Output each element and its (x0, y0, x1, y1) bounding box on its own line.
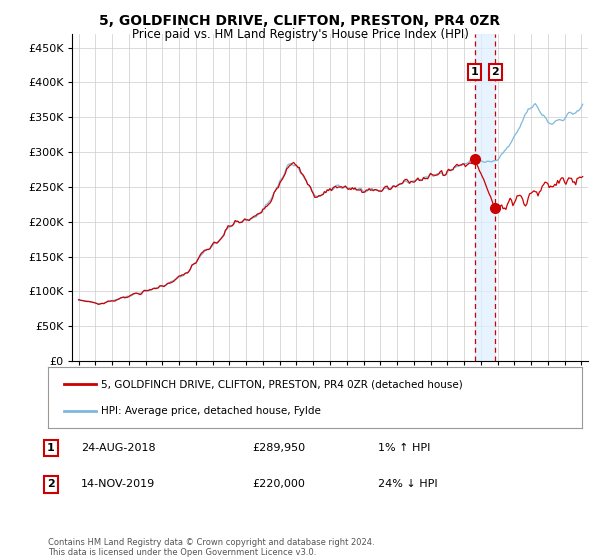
Text: Contains HM Land Registry data © Crown copyright and database right 2024.
This d: Contains HM Land Registry data © Crown c… (48, 538, 374, 557)
Text: 2: 2 (47, 479, 55, 489)
Text: 24-AUG-2018: 24-AUG-2018 (81, 443, 155, 453)
Text: Price paid vs. HM Land Registry's House Price Index (HPI): Price paid vs. HM Land Registry's House … (131, 28, 469, 41)
Text: 2: 2 (491, 67, 499, 77)
Text: 14-NOV-2019: 14-NOV-2019 (81, 479, 155, 489)
Bar (475, 34, 496, 361)
Text: £220,000: £220,000 (252, 479, 305, 489)
Text: 1: 1 (471, 67, 479, 77)
Text: HPI: Average price, detached house, Fylde: HPI: Average price, detached house, Fyld… (101, 406, 321, 416)
Text: 5, GOLDFINCH DRIVE, CLIFTON, PRESTON, PR4 0ZR: 5, GOLDFINCH DRIVE, CLIFTON, PRESTON, PR… (100, 14, 500, 28)
Text: 5, GOLDFINCH DRIVE, CLIFTON, PRESTON, PR4 0ZR (detached house): 5, GOLDFINCH DRIVE, CLIFTON, PRESTON, PR… (101, 379, 463, 389)
Text: £289,950: £289,950 (252, 443, 305, 453)
Text: 1: 1 (47, 443, 55, 453)
Text: 1% ↑ HPI: 1% ↑ HPI (378, 443, 430, 453)
Text: 24% ↓ HPI: 24% ↓ HPI (378, 479, 437, 489)
